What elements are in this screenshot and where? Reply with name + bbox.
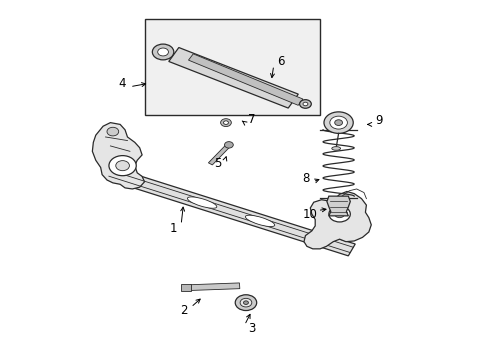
- Text: 6: 6: [277, 55, 284, 68]
- Polygon shape: [168, 48, 298, 108]
- Polygon shape: [326, 196, 349, 216]
- Circle shape: [329, 116, 346, 129]
- Circle shape: [235, 295, 256, 311]
- Polygon shape: [107, 168, 354, 256]
- Text: 5: 5: [214, 157, 221, 170]
- Circle shape: [334, 211, 344, 218]
- Text: 4: 4: [119, 77, 126, 90]
- Circle shape: [328, 206, 349, 222]
- Circle shape: [116, 161, 129, 171]
- Circle shape: [158, 48, 168, 56]
- Circle shape: [220, 119, 231, 127]
- Ellipse shape: [331, 147, 340, 150]
- Circle shape: [303, 102, 307, 106]
- Circle shape: [224, 141, 233, 148]
- Ellipse shape: [245, 215, 274, 226]
- Text: 8: 8: [301, 172, 308, 185]
- Polygon shape: [92, 123, 144, 189]
- Circle shape: [223, 121, 228, 125]
- Circle shape: [107, 127, 119, 136]
- Polygon shape: [190, 283, 239, 291]
- Text: 10: 10: [302, 208, 317, 221]
- Text: 2: 2: [180, 305, 187, 318]
- Circle shape: [243, 301, 248, 305]
- Bar: [144, 19, 320, 116]
- Polygon shape: [188, 54, 303, 105]
- Circle shape: [299, 100, 311, 108]
- Text: 9: 9: [374, 114, 382, 127]
- Circle shape: [334, 120, 342, 126]
- Circle shape: [324, 112, 352, 134]
- Text: 3: 3: [247, 322, 255, 335]
- Bar: [181, 284, 190, 291]
- Text: 1: 1: [170, 222, 177, 235]
- Circle shape: [152, 44, 173, 60]
- Ellipse shape: [187, 197, 216, 208]
- Text: 7: 7: [247, 113, 255, 126]
- Circle shape: [109, 156, 136, 176]
- Polygon shape: [208, 144, 230, 165]
- Circle shape: [240, 298, 251, 307]
- Polygon shape: [304, 192, 370, 249]
